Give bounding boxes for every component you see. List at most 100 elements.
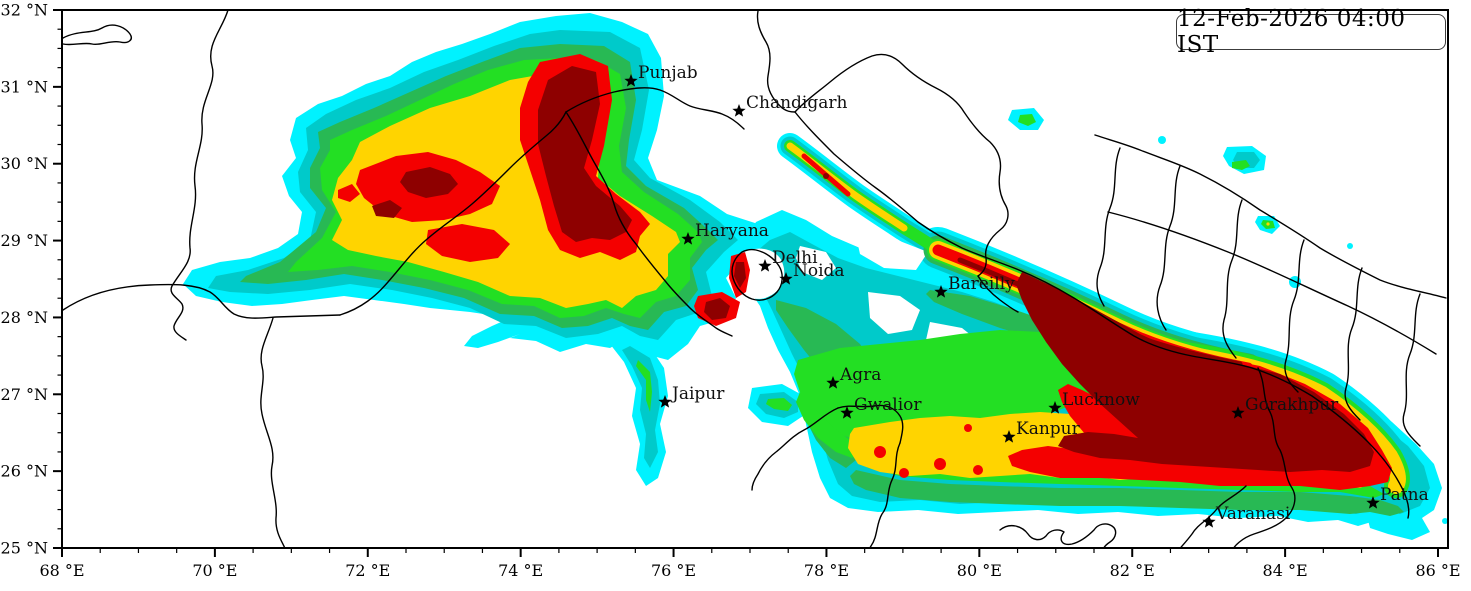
contour-shape xyxy=(1158,136,1166,144)
contour-shape xyxy=(339,111,567,316)
city-star-icon xyxy=(732,104,746,117)
x-tick-label: 70 °E xyxy=(192,561,237,580)
contour-shape xyxy=(1344,267,1363,421)
city-marker: Gwalior xyxy=(840,395,922,419)
city-label: Punjab xyxy=(638,63,698,83)
contour-shape xyxy=(737,248,785,299)
contour-shape xyxy=(565,87,745,130)
contour-shape xyxy=(856,236,928,270)
contour-shape xyxy=(874,446,886,458)
city-label: Kanpur xyxy=(1016,419,1081,439)
contour-shape xyxy=(999,523,1117,548)
contour-shape xyxy=(794,53,1009,277)
contour-shape xyxy=(977,275,1019,313)
contour-shape xyxy=(1018,114,1036,126)
contour-shape xyxy=(973,465,983,475)
city-label: Bareilly xyxy=(948,274,1015,294)
contour-shape xyxy=(796,392,860,458)
city-label: Agra xyxy=(839,365,881,385)
contour-shape xyxy=(565,111,733,337)
y-axis-ticks: 25 °N 26 °N 27 °N 28 °N 29 °N 30 °N 31 °N 32 °N xyxy=(1,1,62,558)
contour-shape xyxy=(850,470,1404,516)
contour-shape xyxy=(170,10,229,341)
city-marker: Gorakhpur xyxy=(1231,395,1339,419)
contour-shape xyxy=(823,173,829,179)
city-marker: Varanasi xyxy=(1202,504,1291,528)
city-label: Gorakhpur xyxy=(1245,395,1339,415)
city-marker: Lucknow xyxy=(1048,390,1140,414)
y-tick-label: 26 °N xyxy=(1,462,48,481)
y-tick-label: 31 °N xyxy=(1,77,48,96)
contour-shape xyxy=(1094,134,1447,299)
y-tick-label: 30 °N xyxy=(1,154,48,173)
contour-shape xyxy=(338,184,360,202)
city-label: Haryana xyxy=(695,221,769,241)
contour-shape xyxy=(1107,211,1437,355)
contour-shape xyxy=(636,360,652,412)
city-label: Delhi xyxy=(772,248,818,268)
contour-field xyxy=(62,10,1448,548)
contour-shape xyxy=(837,404,904,444)
city-marker: Chandigarh xyxy=(732,93,848,117)
contour-shape xyxy=(372,200,402,218)
x-axis-ticks: 68 °E 70 °E 72 °E 74 °E 76 °E 78 °E 80 °E 82 °E… xyxy=(39,548,1461,580)
city-marker: Delhi xyxy=(758,248,818,272)
contour-shape xyxy=(1368,512,1430,540)
timestamp-badge: 12-Feb-2026 04:00 IST xyxy=(1176,6,1446,58)
contour-shape xyxy=(62,24,132,46)
city-label: Jaipur xyxy=(670,384,725,404)
city-marker: Punjab xyxy=(624,63,698,87)
y-tick-label: 25 °N xyxy=(1,539,48,558)
x-tick-label: 72 °E xyxy=(345,561,390,580)
contour-shape xyxy=(622,346,660,468)
contour-shape xyxy=(62,283,341,319)
x-tick-label: 76 °E xyxy=(651,561,696,580)
contour-shape xyxy=(426,224,510,262)
contour-shape xyxy=(1179,485,1247,548)
city-label: Varanasi xyxy=(1215,504,1291,524)
city-marker: Jaipur xyxy=(658,384,725,408)
contour-shape xyxy=(1222,199,1243,359)
contour-shape xyxy=(899,468,909,478)
contour-shape xyxy=(1402,293,1421,447)
y-tick-label: 32 °N xyxy=(1,1,48,20)
city-marker: Kanpur xyxy=(1002,419,1081,443)
city-label: Gwalior xyxy=(854,395,922,415)
contour-shape xyxy=(964,424,972,432)
x-tick-label: 68 °E xyxy=(39,561,84,580)
contour-shape xyxy=(400,167,458,198)
contour-shape xyxy=(1284,239,1305,393)
contour-level-7-darkred xyxy=(372,66,1374,472)
timestamp-label: 12-Feb-2026 04:00 IST xyxy=(1177,6,1406,58)
contour-shape xyxy=(794,111,1410,519)
x-tick-label: 78 °E xyxy=(804,561,849,580)
contour-shape xyxy=(1395,487,1399,491)
city-label: Noida xyxy=(793,261,845,281)
contour-shape xyxy=(260,317,286,548)
city-label: Patna xyxy=(1380,485,1429,505)
city-marker: Haryana xyxy=(681,221,769,245)
contour-shape xyxy=(756,10,796,113)
contour-shape xyxy=(1232,160,1250,170)
contour-shape xyxy=(796,246,836,280)
contour-shape xyxy=(734,262,746,288)
contour-shape xyxy=(794,330,1130,444)
y-tick-label: 28 °N xyxy=(1,308,48,327)
x-tick-label: 86 °E xyxy=(1415,561,1460,580)
y-tick-label: 29 °N xyxy=(1,231,48,250)
contour-shape xyxy=(1232,367,1296,548)
state-borders xyxy=(62,10,1447,548)
contour-shape xyxy=(731,248,783,301)
x-tick-label: 82 °E xyxy=(1110,561,1155,580)
contour-shape xyxy=(751,407,839,491)
y-tick-label: 27 °N xyxy=(1,385,48,404)
contour-shape xyxy=(868,292,920,334)
contour-shape xyxy=(1266,222,1270,226)
contour-shape xyxy=(934,458,946,470)
x-tick-label: 84 °E xyxy=(1263,561,1308,580)
contour-shape xyxy=(1347,243,1353,249)
contour-shape xyxy=(1096,147,1121,307)
